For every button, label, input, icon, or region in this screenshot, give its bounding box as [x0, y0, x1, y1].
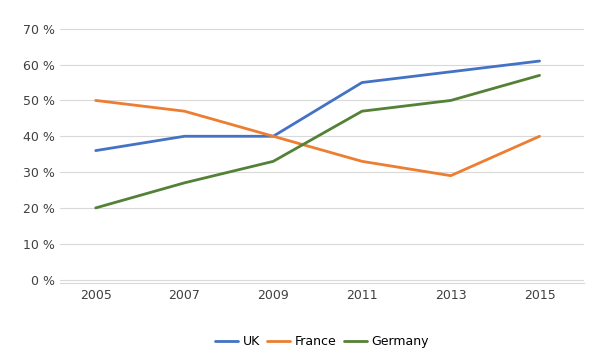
Line: Germany: Germany: [96, 76, 539, 208]
France: [270, 134, 277, 138]
UK: [536, 59, 543, 63]
Germany: [92, 206, 99, 210]
UK: [181, 134, 188, 138]
Germany: [181, 181, 188, 185]
Legend: UK, France, Germany: UK, France, Germany: [210, 330, 434, 353]
France: [536, 134, 543, 138]
Germany: [447, 98, 455, 103]
France: [92, 98, 99, 103]
Line: France: France: [96, 101, 539, 176]
UK: [270, 134, 277, 138]
UK: [358, 80, 365, 85]
Germany: [358, 109, 365, 113]
UK: [92, 148, 99, 153]
Germany: [536, 73, 543, 78]
France: [447, 174, 455, 178]
Line: UK: UK: [96, 61, 539, 151]
Germany: [270, 159, 277, 163]
UK: [447, 70, 455, 74]
France: [358, 159, 365, 163]
France: [181, 109, 188, 113]
